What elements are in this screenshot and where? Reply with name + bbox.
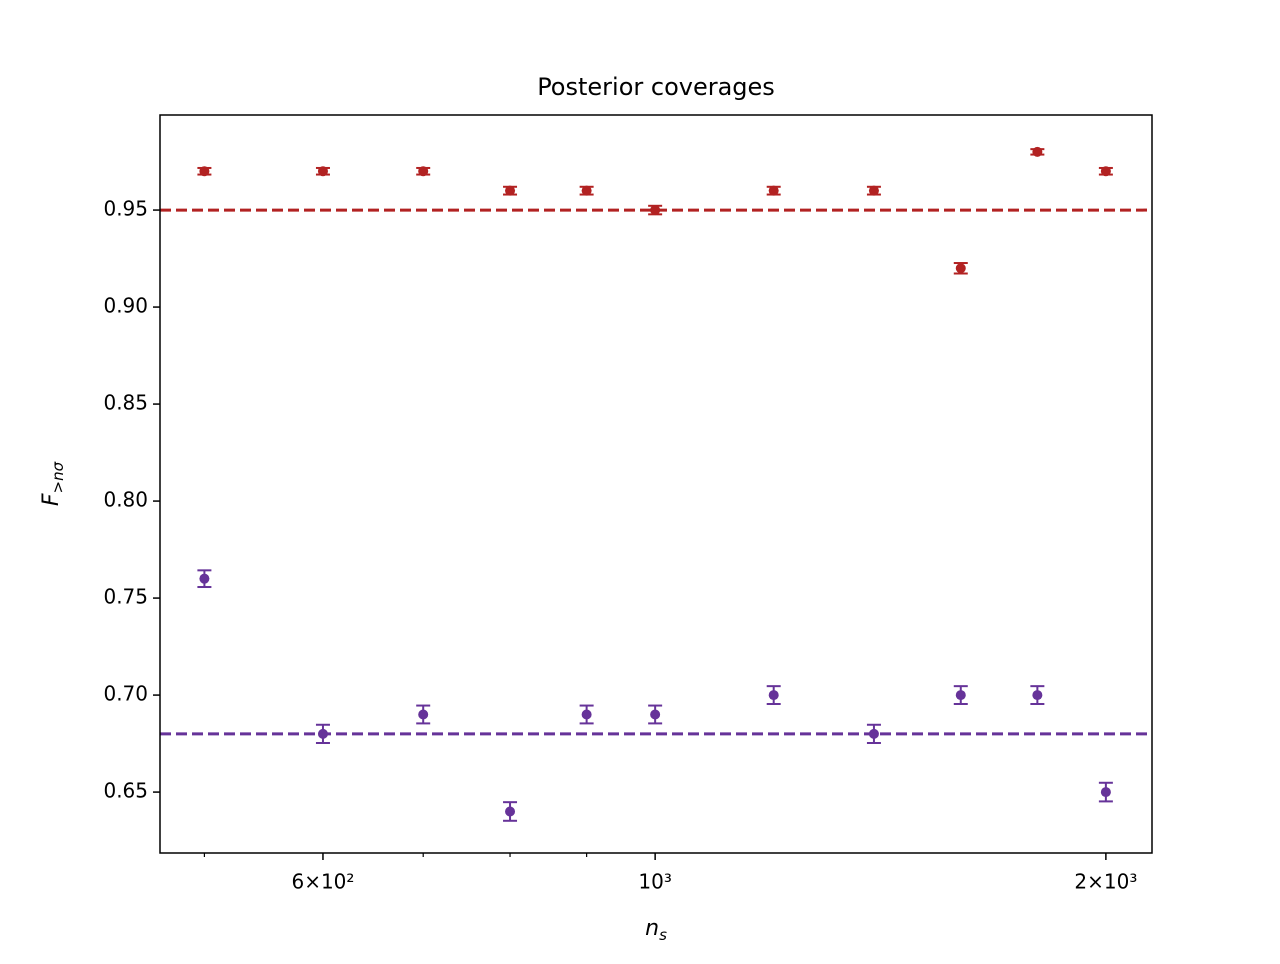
y-tick-label: 0.85 (103, 391, 148, 415)
x-label-sub: s (659, 926, 667, 944)
data-point (650, 709, 661, 720)
y-tick-label: 0.75 (103, 585, 148, 609)
data-point (1032, 146, 1043, 157)
data-point (317, 166, 328, 177)
data-point (1032, 690, 1043, 701)
data-point (199, 166, 210, 177)
x-tick-label: 6×10² (291, 870, 354, 894)
data-point (768, 690, 779, 701)
plot-frame (159, 114, 1153, 854)
y-tick-label: 0.70 (103, 682, 148, 706)
x-axis-label: ns (645, 916, 667, 944)
y-label-sub: >nσ (49, 461, 67, 493)
x-label-main: n (645, 916, 659, 941)
y-label-main: F (39, 493, 64, 506)
data-point (199, 573, 210, 584)
chart-title: Posterior coverages (537, 73, 775, 101)
data-point (768, 185, 779, 196)
data-point (1100, 166, 1111, 177)
data-point (868, 728, 879, 739)
data-point (418, 166, 429, 177)
data-point (505, 185, 516, 196)
y-axis-label: F>nσ (39, 461, 67, 506)
y-tick-label: 0.90 (103, 294, 148, 318)
data-point (418, 709, 429, 720)
data-point (505, 806, 516, 817)
y-tick-label: 0.80 (103, 488, 148, 512)
data-point (1100, 787, 1111, 798)
y-tick-label: 0.95 (103, 197, 148, 221)
data-point (868, 185, 879, 196)
data-point (955, 690, 966, 701)
x-tick-label: 2×10³ (1074, 870, 1137, 894)
data-point (581, 709, 592, 720)
x-tick-label: 10³ (638, 870, 671, 894)
data-point (581, 185, 592, 196)
y-tick-label: 0.65 (103, 779, 148, 803)
data-point (317, 728, 328, 739)
data-point (650, 205, 661, 216)
data-point (955, 263, 966, 274)
